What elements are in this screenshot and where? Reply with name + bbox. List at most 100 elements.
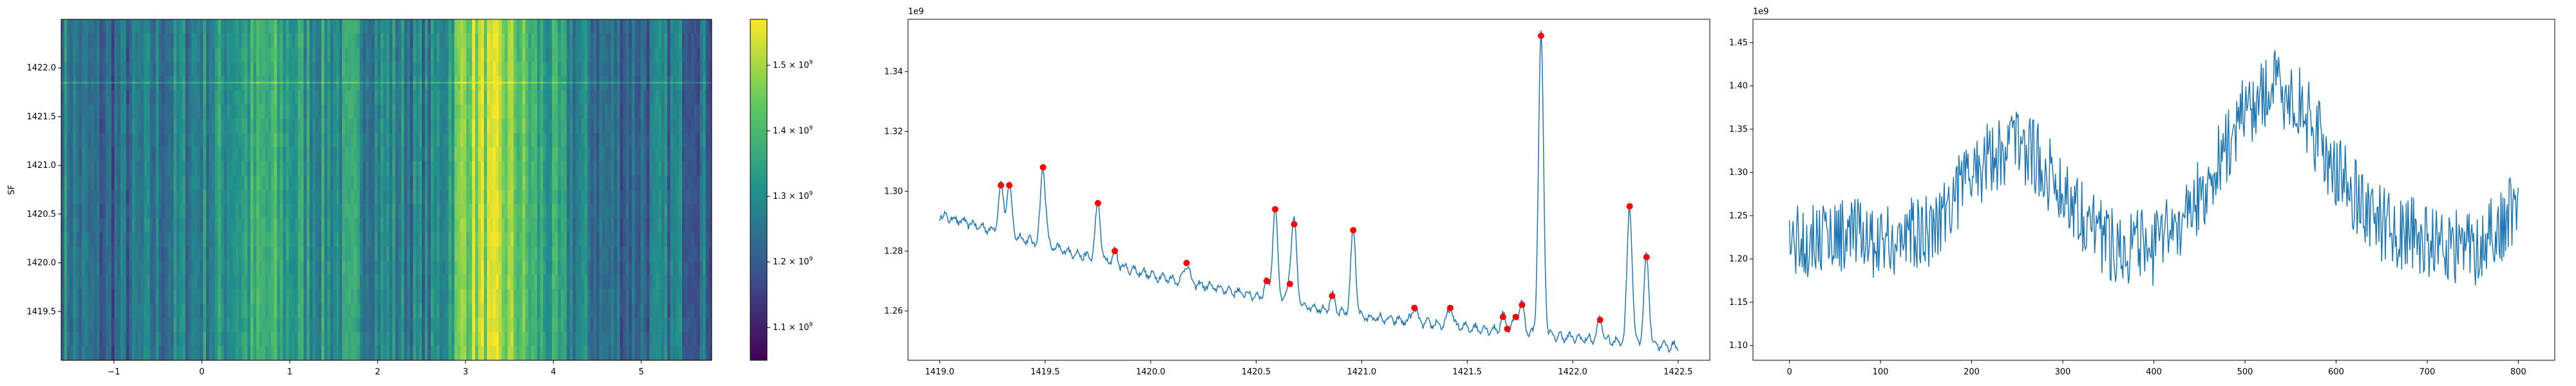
- heatmap-cell: [176, 48, 180, 62]
- heatmap-cell: [377, 218, 381, 233]
- heatmap-cell: [176, 218, 180, 233]
- heatmap-cell: [457, 118, 461, 134]
- heatmap-cell: [439, 118, 443, 134]
- heatmap-cell: [560, 161, 565, 176]
- heatmap-cell: [268, 133, 272, 148]
- heatmap-cell: [300, 261, 305, 276]
- heatmap-cell: [73, 175, 77, 190]
- heatmap-cell: [117, 331, 121, 347]
- heatmap-cell: [437, 218, 440, 233]
- heatmap-cell: [582, 204, 585, 219]
- heatmap-cell: [105, 90, 109, 106]
- heatmap-cell: [194, 331, 198, 347]
- heatmap-cell: [392, 331, 396, 347]
- heatmap-cell: [632, 62, 636, 77]
- heatmap-cell: [144, 118, 147, 134]
- heatmap-cell: [638, 275, 641, 290]
- heatmap-cell: [214, 331, 218, 347]
- heatmap-cell: [632, 246, 636, 262]
- heatmap-cell: [330, 19, 334, 34]
- heatmap-cell: [442, 33, 446, 48]
- heatmap-cell: [218, 133, 222, 148]
- heatmap-cell: [463, 33, 467, 48]
- heatmap-cell: [354, 175, 357, 190]
- heatmap-cell: [424, 303, 428, 318]
- heatmap-cell: [634, 175, 638, 190]
- heatmap-cell: [599, 246, 603, 262]
- heatmap-cell: [212, 118, 216, 134]
- heatmap-cell: [451, 62, 455, 77]
- heatmap-cell: [519, 218, 523, 233]
- heatmap-cell: [575, 19, 580, 34]
- heatmap-cell: [321, 289, 325, 304]
- heatmap-cell: [389, 232, 393, 247]
- heatmap-cell: [73, 62, 77, 77]
- heatmap-cell: [558, 246, 562, 262]
- heatmap-cell: [363, 246, 366, 262]
- heatmap-cell: [504, 19, 508, 34]
- heatmap-cell: [448, 246, 452, 262]
- heatmap-cell: [191, 218, 195, 233]
- heatmap-cell: [61, 317, 65, 333]
- heatmap-cell: [478, 48, 482, 62]
- heatmap-cell: [339, 48, 343, 62]
- heatmap-cell: [475, 331, 478, 347]
- heatmap-cell: [528, 190, 532, 205]
- heatmap-cell: [247, 204, 251, 219]
- heatmap-cell: [307, 90, 310, 106]
- heatmap-cell: [640, 33, 645, 48]
- heatmap-cell: [537, 104, 541, 120]
- heatmap-cell: [463, 118, 467, 134]
- heatmap-cell: [537, 190, 541, 205]
- heatmap-cell: [487, 118, 491, 134]
- heatmap-cell: [445, 104, 450, 120]
- heatmap-cell: [605, 261, 609, 276]
- heatmap-cell: [242, 48, 245, 62]
- heatmap-cell: [232, 161, 236, 176]
- heatmap-cell: [593, 204, 597, 219]
- heatmap-cell: [188, 48, 192, 62]
- heatmap-cell: [545, 345, 550, 361]
- heatmap-cell: [162, 62, 166, 77]
- heatmap-cell: [380, 161, 384, 176]
- heatmap-cell: [534, 161, 538, 176]
- heatmap-cell: [495, 232, 500, 247]
- heatmap-cell: [173, 261, 177, 276]
- heatmap-cell: [64, 175, 68, 190]
- heatmap-cell: [582, 331, 585, 347]
- heatmap-cell: [383, 232, 387, 247]
- heatmap-cell: [620, 48, 623, 62]
- heatmap-cell: [350, 19, 355, 34]
- heatmap-cell: [365, 118, 370, 134]
- heatmap-cell: [300, 246, 305, 262]
- heatmap-cell: [324, 19, 328, 34]
- heatmap-cell: [575, 161, 580, 176]
- heatmap-cell: [510, 218, 515, 233]
- heatmap-cell: [640, 303, 645, 318]
- heatmap-cell: [164, 133, 168, 148]
- heatmap-cell: [111, 48, 115, 62]
- heatmap-cell: [333, 33, 337, 48]
- heatmap-cell: [386, 317, 390, 333]
- heatmap-cell: [398, 275, 402, 290]
- heatmap-cell: [220, 331, 225, 347]
- heatmap-cell: [289, 289, 292, 304]
- heatmap-cell: [111, 161, 115, 176]
- heatmap-cell: [611, 303, 615, 318]
- heatmap-cell: [368, 48, 372, 62]
- heatmap-cell: [238, 104, 242, 120]
- heatmap-cell: [140, 190, 145, 205]
- heatmap-cell: [368, 90, 372, 106]
- heatmap-cell: [279, 218, 283, 233]
- heatmap-cell: [404, 232, 408, 247]
- heatmap-cell: [567, 118, 571, 134]
- heatmap-cell: [389, 48, 393, 62]
- heatmap-cell: [493, 261, 497, 276]
- heatmap-cell: [670, 104, 674, 120]
- heatmap-cell: [537, 345, 541, 361]
- heatmap-cell: [368, 104, 372, 120]
- heatmap-cell: [259, 317, 263, 333]
- heatmap-cell: [413, 118, 417, 134]
- heatmap-cell: [292, 331, 296, 347]
- heatmap-cell: [191, 204, 195, 219]
